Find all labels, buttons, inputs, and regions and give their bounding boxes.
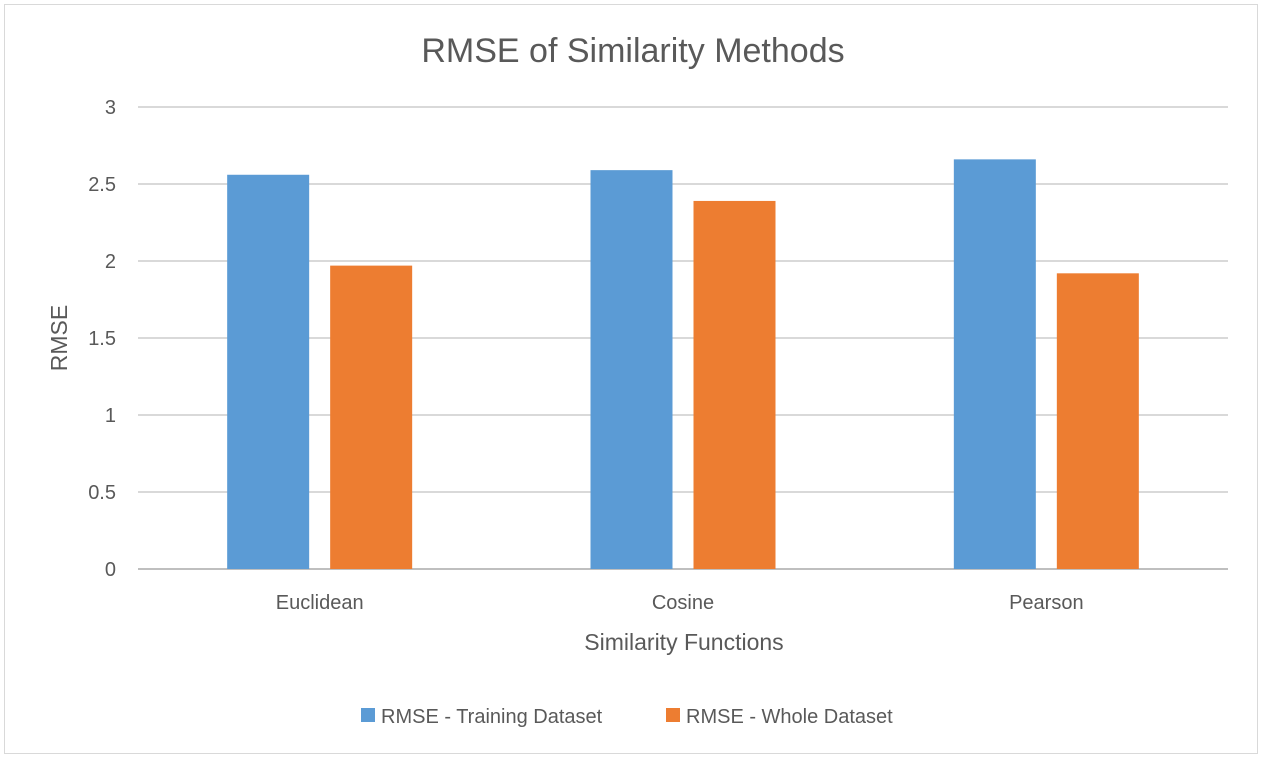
y-tick-label: 3 xyxy=(105,97,116,119)
chart-title: RMSE of Similarity Methods xyxy=(421,32,844,70)
y-tick-label: 2.5 xyxy=(88,174,116,196)
bar-euclidean-series-2 xyxy=(330,265,413,569)
legend-swatch xyxy=(666,708,680,722)
x-tick-label: Euclidean xyxy=(276,592,364,614)
bar-pearson-series-2 xyxy=(1056,273,1139,569)
bar-euclidean-series-1 xyxy=(227,174,310,569)
bars xyxy=(227,159,1139,570)
y-tick-label: 0 xyxy=(105,559,116,581)
x-tick-label: Cosine xyxy=(652,592,714,614)
x-axis-title: Similarity Functions xyxy=(584,629,783,655)
y-axis-title: RMSE xyxy=(46,305,72,371)
y-axis-ticks: 0 0.5 1 1.5 2 2.5 3 xyxy=(88,97,116,581)
x-tick-label: Pearson xyxy=(1009,592,1084,614)
legend-label: RMSE - Whole Dataset xyxy=(686,706,893,728)
bar-pearson-series-1 xyxy=(953,159,1036,570)
legend-label: RMSE - Training Dataset xyxy=(381,706,603,728)
y-tick-label: 1.5 xyxy=(88,328,116,350)
y-tick-label: 2 xyxy=(105,251,116,273)
gridlines xyxy=(138,106,1228,570)
legend: RMSE - Training Dataset RMSE - Whole Data… xyxy=(361,706,893,728)
legend-swatch xyxy=(361,708,375,722)
y-tick-label: 1 xyxy=(105,405,116,427)
y-tick-label: 0.5 xyxy=(88,482,116,504)
x-axis-ticks: Euclidean Cosine Pearson xyxy=(276,592,1084,614)
bar-cosine-series-2 xyxy=(693,200,776,569)
bar-cosine-series-1 xyxy=(590,170,673,569)
